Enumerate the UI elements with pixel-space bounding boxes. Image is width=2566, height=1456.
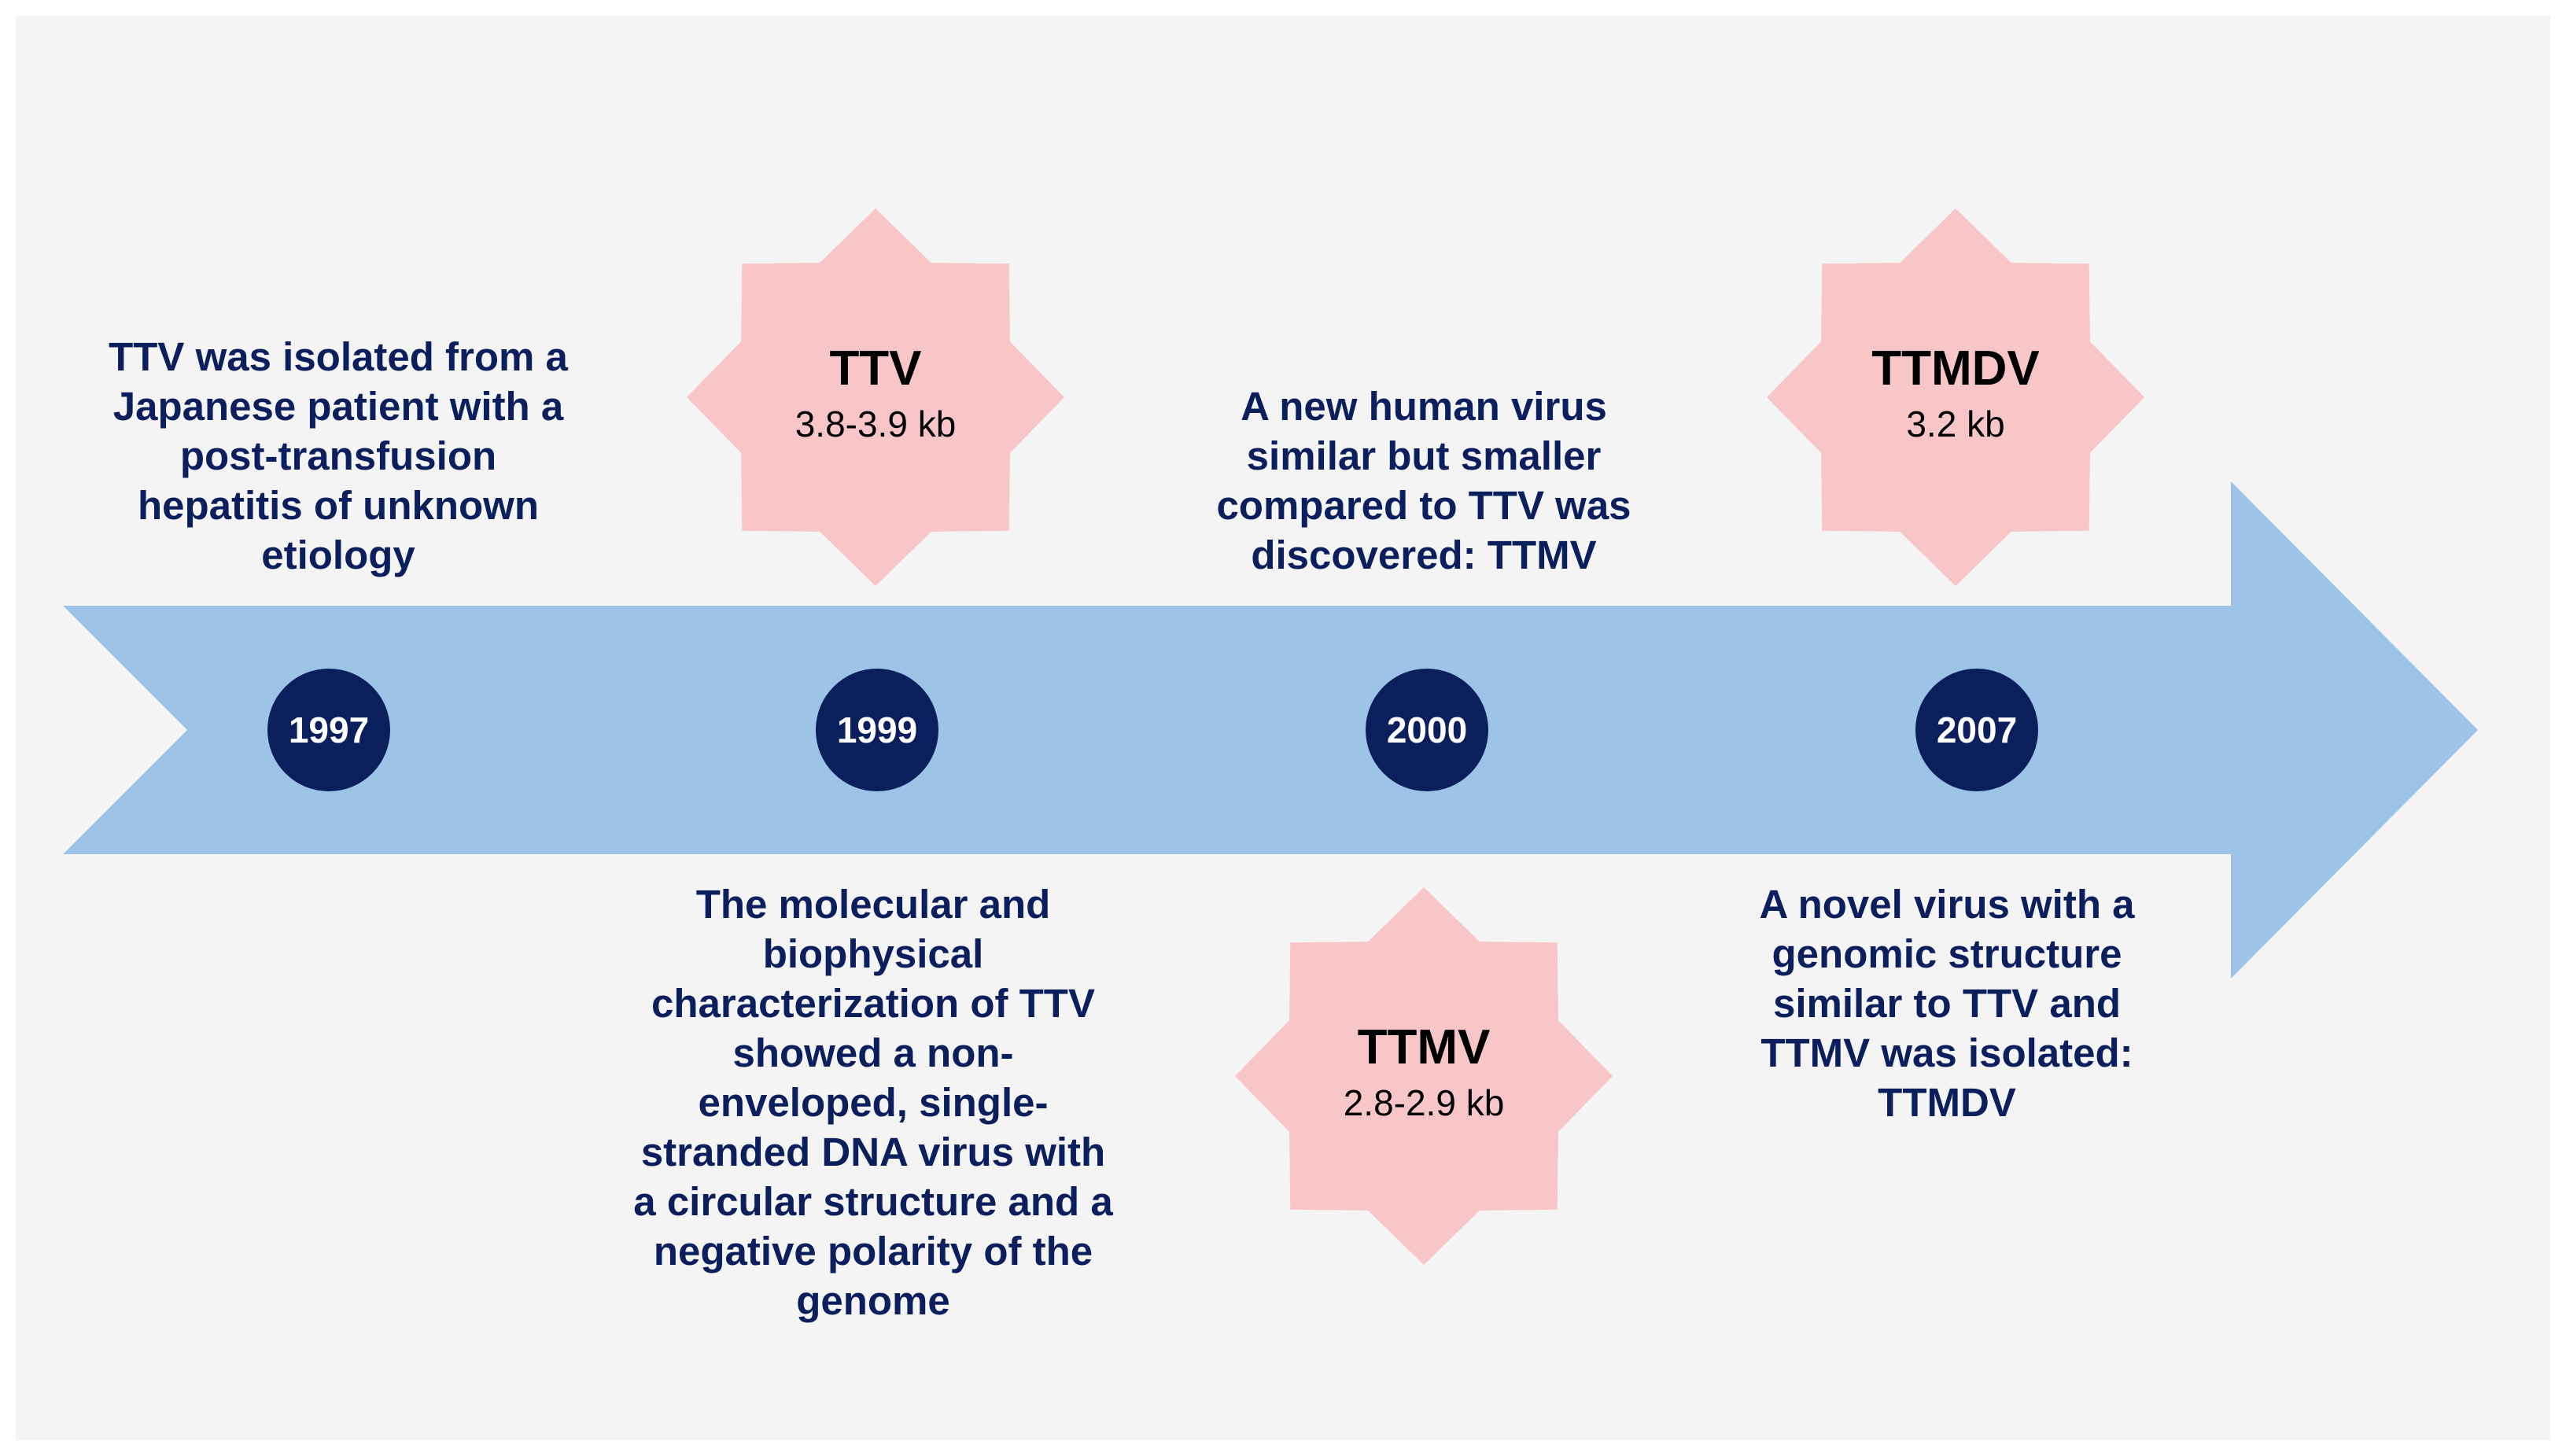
caption-2007: A novel virus with a genomic structure s… [1672, 879, 2222, 1127]
caption-line: TTMV was isolated: [1760, 1030, 2133, 1075]
virus-ttmv-label: TTMV 2.8-2.9 kb [1266, 1020, 1581, 1127]
caption-line: The molecular and [695, 882, 1051, 927]
caption-line: similar to TTV and [1772, 981, 2122, 1026]
caption-line: A new human virus [1241, 384, 1607, 429]
caption-line: negative polarity of the [653, 1229, 1093, 1274]
caption-line: hepatitis of unknown [138, 483, 539, 528]
virus-ttmv-size: 2.8-2.9 kb [1343, 1082, 1505, 1123]
virus-ttmdv-shape [1767, 208, 2144, 586]
timeline-svg [63, 208, 2478, 1265]
caption-line: characterization of TTV [651, 981, 1095, 1026]
caption-line: etiology [261, 533, 415, 577]
virus-ttmdv-label: TTMDV 3.2 kb [1798, 341, 2113, 448]
caption-line: biophysical [762, 931, 984, 976]
virus-ttmdv-size: 3.2 kb [1906, 404, 2005, 444]
caption-line: showed a non- [732, 1030, 1014, 1075]
caption-line: TTV was isolated from a [109, 334, 568, 379]
timeline-arrow [63, 481, 2478, 979]
caption-line: genome [796, 1278, 950, 1323]
virus-ttv-shape [687, 208, 1064, 586]
virus-ttmv-name: TTMV [1357, 1020, 1491, 1074]
caption-line: A novel virus with a [1759, 882, 2135, 927]
caption-line: similar but smaller [1246, 433, 1602, 478]
year-marker-1997: 1997 [267, 669, 390, 791]
caption-line: enveloped, single- [698, 1080, 1049, 1125]
virus-ttmv-shape [1235, 887, 1613, 1265]
caption-line: a circular structure and a [633, 1179, 1113, 1224]
diagram-canvas: 1997 1999 2000 2007 TTV 3.8-3.9 kb TTMDV… [16, 16, 2550, 1440]
caption-line: compared to TTV was [1216, 483, 1631, 528]
virus-ttv-name: TTV [829, 341, 922, 396]
caption-line: discovered: TTMV [1251, 533, 1597, 577]
caption-line: stranded DNA virus with [640, 1130, 1106, 1174]
caption-line: post-transfusion [179, 433, 497, 478]
virus-ttmdv-name: TTMDV [1871, 341, 2040, 396]
year-marker-2007: 2007 [1915, 669, 2038, 791]
caption-line: TTMDV [1878, 1080, 2016, 1125]
virus-ttv-label: TTV 3.8-3.9 kb [718, 341, 1033, 448]
caption-line: Japanese patient with a [112, 384, 564, 429]
caption-1997: TTV was isolated from a Japanese patient… [63, 332, 614, 580]
caption-line: genomic structure [1771, 931, 2122, 976]
virus-ttv-size: 3.8-3.9 kb [795, 404, 957, 444]
year-marker-1999: 1999 [816, 669, 938, 791]
caption-2000: A new human virus similar but smaller co… [1133, 382, 1715, 580]
year-marker-2000: 2000 [1366, 669, 1488, 791]
caption-1999: The molecular and biophysical characteri… [598, 879, 1148, 1325]
